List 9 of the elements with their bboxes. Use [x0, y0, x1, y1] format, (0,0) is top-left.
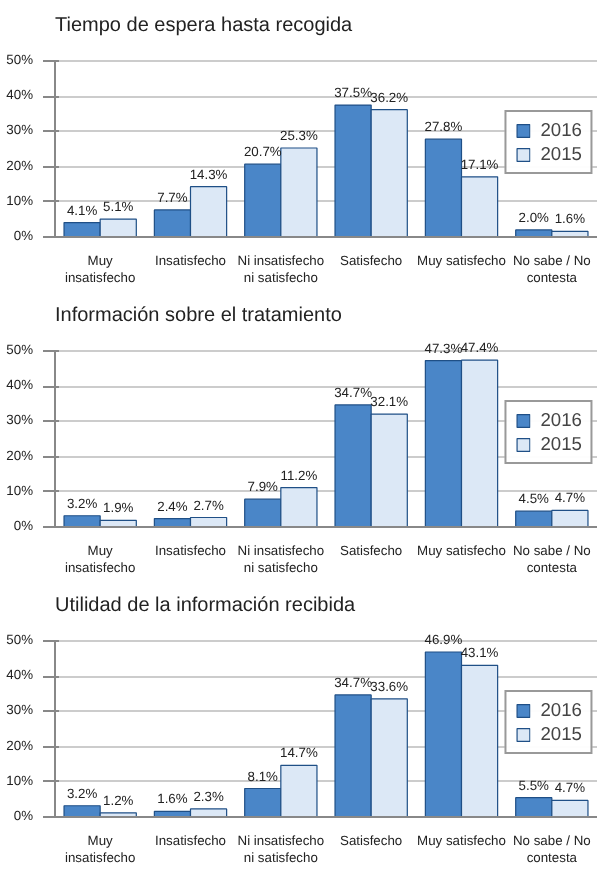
chart-title: Tiempo de espera hasta recogida [55, 15, 354, 37]
chart-title: Utilidad de la información recibida [55, 595, 357, 617]
legend-label: 2016 [540, 409, 582, 429]
legend-label: 2015 [540, 433, 582, 453]
chart-title: Información sobre el tratamiento [55, 305, 343, 327]
legend-label: 2016 [540, 699, 582, 719]
legend-label: 2016 [540, 119, 582, 139]
legend-label: 2015 [540, 723, 582, 743]
legend-label: 2015 [540, 143, 582, 163]
